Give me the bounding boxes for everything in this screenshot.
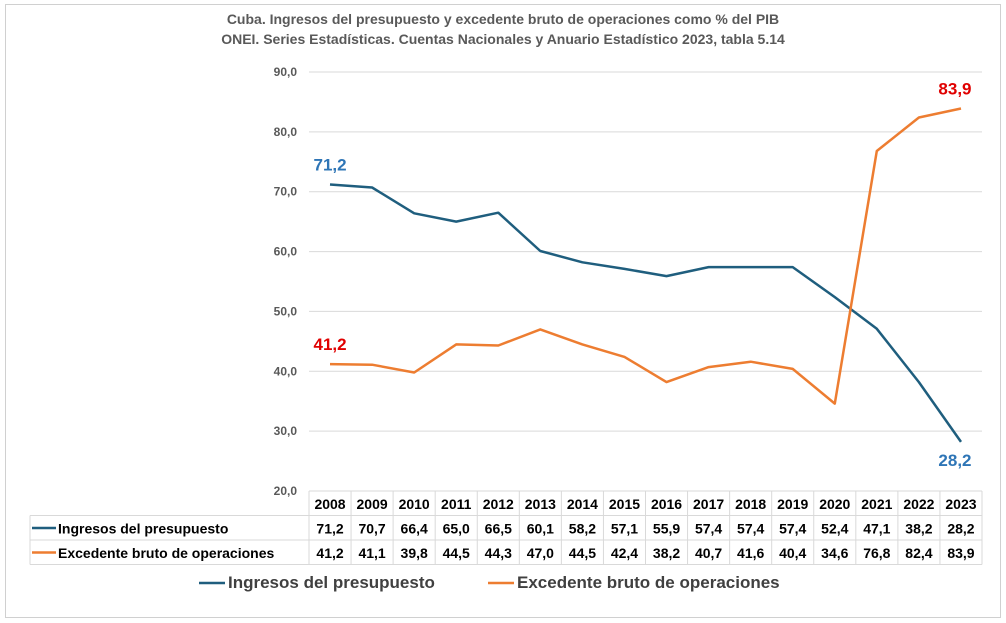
- table-cell: 28,2: [947, 521, 974, 537]
- table-series-name: Excedente bruto de operaciones: [58, 545, 274, 561]
- y-tick-label: 40,0: [274, 364, 298, 378]
- year-label: 2009: [357, 496, 388, 512]
- year-label: 2011: [441, 496, 472, 512]
- y-tick-label: 70,0: [274, 185, 298, 199]
- y-tick-label: 60,0: [274, 245, 298, 259]
- year-label: 2022: [903, 496, 934, 512]
- legend-label: Ingresos del presupuesto: [228, 573, 435, 592]
- year-label: 2023: [945, 496, 976, 512]
- year-label: 2010: [399, 496, 430, 512]
- table-cell: 66,5: [485, 521, 512, 537]
- table-cell: 52,4: [821, 521, 848, 537]
- table-cell: 83,9: [947, 545, 974, 561]
- series-line-1: [329, 183, 963, 443]
- y-tick-label: 80,0: [274, 125, 298, 139]
- y-tick-label: 20,0: [274, 484, 298, 498]
- year-label: 2017: [693, 496, 724, 512]
- table-cell: 70,7: [358, 521, 385, 537]
- y-tick-label: 30,0: [274, 424, 298, 438]
- table-cell: 65,0: [443, 521, 470, 537]
- chart-title: Cuba. Ingresos del presupuesto y exceden…: [226, 11, 780, 27]
- table-cell: 40,4: [779, 545, 806, 561]
- table-cell: 57,1: [611, 521, 638, 537]
- table-cell: 40,7: [695, 545, 722, 561]
- table-cell: 66,4: [401, 521, 428, 537]
- table-cell: 60,1: [527, 521, 554, 537]
- legend: Ingresos del presupuesto Excedente bruto …: [199, 573, 780, 592]
- year-label: 2013: [525, 496, 556, 512]
- table-cell: 57,4: [695, 521, 722, 537]
- data-label: 41,2: [313, 335, 346, 354]
- year-label: 2018: [735, 496, 766, 512]
- series-line-2: [329, 107, 962, 405]
- year-label: 2012: [483, 496, 514, 512]
- year-label: 2014: [567, 496, 598, 512]
- table-cell: 55,9: [653, 521, 680, 537]
- table-series-name: Ingresos del presupuesto: [58, 521, 228, 537]
- table-cell: 38,2: [905, 521, 932, 537]
- year-label: 2019: [777, 496, 808, 512]
- table-cell: 44,5: [443, 545, 470, 561]
- year-label: 2016: [651, 496, 682, 512]
- table-cell: 76,8: [863, 545, 890, 561]
- table-cell: 41,2: [316, 545, 343, 561]
- table-cell: 58,2: [569, 521, 596, 537]
- table-cell: 57,4: [779, 521, 806, 537]
- table-cell: 47,0: [527, 545, 554, 561]
- table-cell: 44,3: [485, 545, 512, 561]
- table-cell: 39,8: [401, 545, 428, 561]
- y-axis: 20,0 30,0 40,0 50,0 60,0 70,0 80,0 90,0: [274, 65, 298, 498]
- table-cell: 82,4: [905, 545, 932, 561]
- table-cell: 34,6: [821, 545, 848, 561]
- year-label: 2008: [314, 496, 345, 512]
- table-cell: 71,2: [316, 521, 343, 537]
- year-label: 2020: [819, 496, 850, 512]
- gridlines: [309, 71, 982, 432]
- data-table: 2008 2009 2010 2011 2012 2013 2014 2015 2016 2017…: [29, 490, 983, 565]
- year-label: 2021: [861, 496, 892, 512]
- table-cell: 38,2: [653, 545, 680, 561]
- table-cell: 57,4: [737, 521, 764, 537]
- data-label: 28,2: [938, 451, 971, 470]
- data-label: 83,9: [938, 80, 971, 99]
- year-label: 2015: [609, 496, 640, 512]
- legend-label: Excedente bruto de operaciones: [517, 573, 780, 592]
- table-cell: 42,4: [611, 545, 638, 561]
- data-labels: 71,2 28,2 41,2 83,9: [313, 80, 971, 470]
- series-lines: [329, 107, 963, 443]
- y-tick-label: 50,0: [274, 304, 298, 318]
- chart-subtitle: ONEI. Series Estadísticas. Cuentas Nacio…: [221, 31, 785, 47]
- table-cell: 41,1: [358, 545, 385, 561]
- y-tick-label: 90,0: [274, 65, 298, 79]
- table-cell: 44,5: [569, 545, 596, 561]
- table-cell: 41,6: [737, 545, 764, 561]
- table-cell: 47,1: [863, 521, 890, 537]
- data-label: 71,2: [313, 156, 346, 175]
